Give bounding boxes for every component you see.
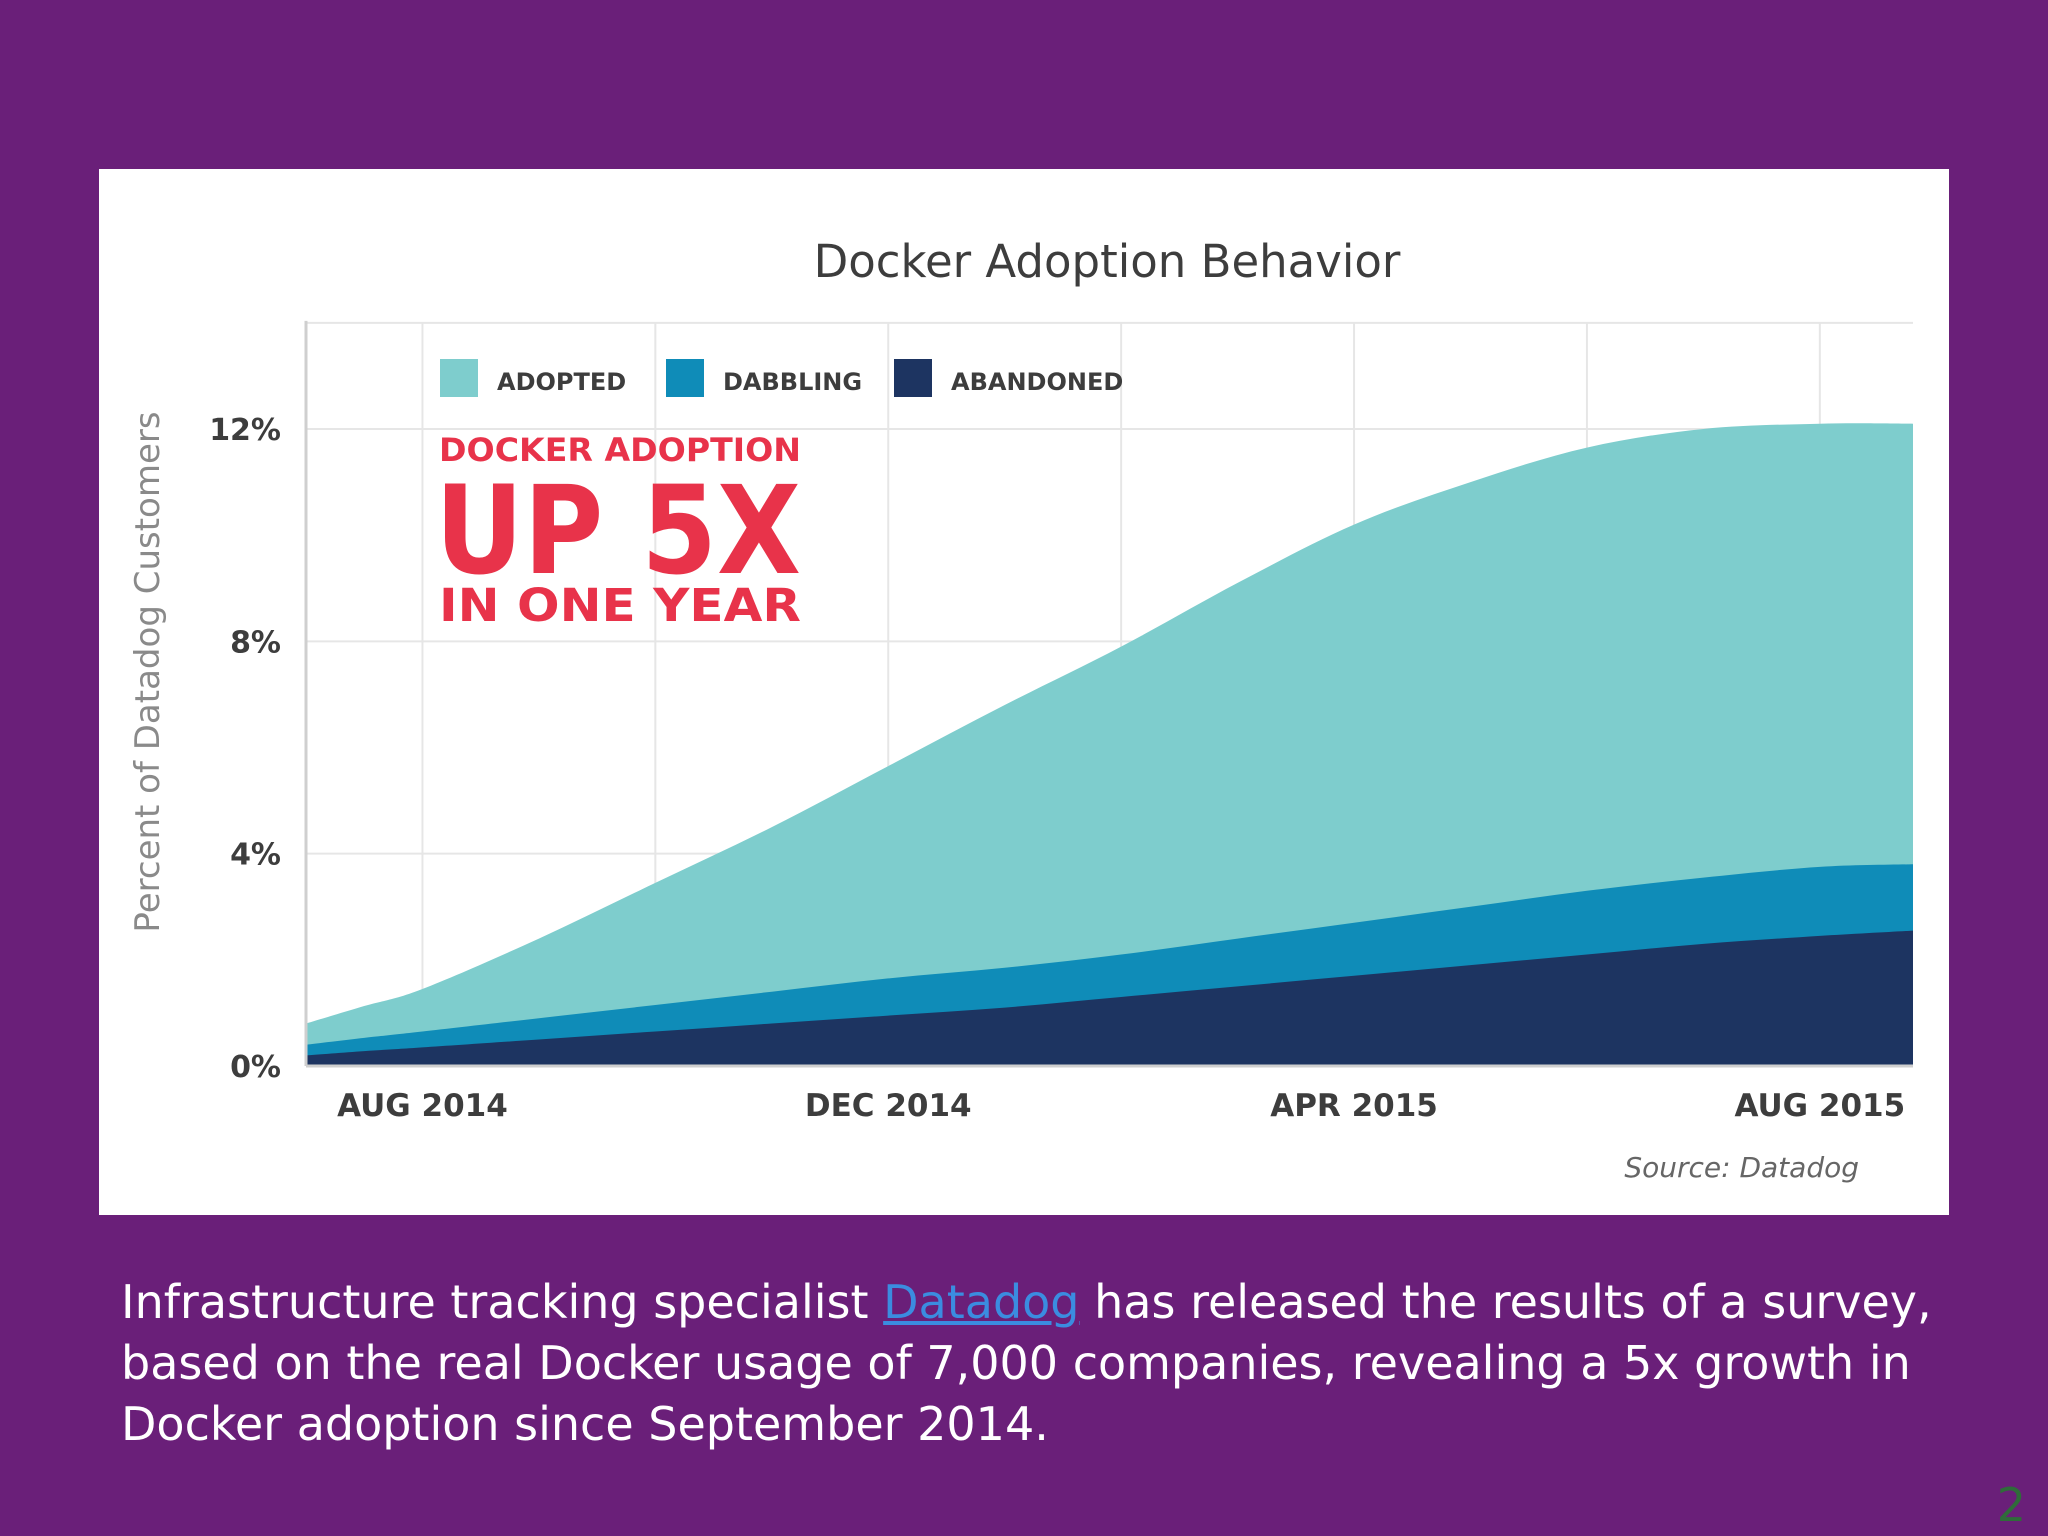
- legend-label: ADOPTED: [497, 368, 626, 396]
- chart-title: Docker Adoption Behavior: [814, 235, 1401, 288]
- legend-label: DABBLING: [723, 368, 862, 396]
- axes: 0% 4% 8% 12% AUG 2014 DEC 2014 APR 2015 AUG 201…: [209, 320, 1913, 1124]
- legend-item-dabbling: DABBLING: [666, 359, 862, 397]
- y-tick-label: 12%: [209, 413, 281, 448]
- annotation-line-1: DOCKER ADOPTION: [439, 431, 801, 469]
- x-tick-label: APR 2015: [1270, 1088, 1438, 1124]
- legend-swatch: [894, 359, 932, 397]
- caption-text-end: has released the results of a survey, ba…: [121, 1275, 1932, 1451]
- x-tick-label: AUG 2015: [1734, 1088, 1905, 1124]
- legend-swatch: [440, 359, 478, 397]
- x-tick-label: AUG 2014: [337, 1088, 508, 1124]
- source-note: Source: Datadog: [1624, 1151, 1859, 1184]
- legend-item-adopted: ADOPTED: [440, 359, 626, 397]
- grid: [306, 321, 1913, 1067]
- chart-card: 0% 4% 8% 12% AUG 2014 DEC 2014 APR 2015 AUG 201…: [99, 169, 1949, 1215]
- caption-text-start: Infrastructure tracking specialist: [121, 1275, 884, 1329]
- datadog-link[interactable]: Datadog: [883, 1275, 1080, 1329]
- y-tick-label: 8%: [230, 625, 281, 660]
- page-number: 2: [1996, 1478, 2026, 1532]
- x-tick-label: DEC 2014: [805, 1088, 972, 1124]
- docker-adoption-chart: 0% 4% 8% 12% AUG 2014 DEC 2014 APR 2015 AUG 201…: [128, 235, 1913, 1184]
- slide-caption: Infrastructure tracking specialist Datad…: [121, 1272, 1961, 1455]
- legend-swatch: [666, 359, 704, 397]
- annotation-line-2: UP 5X: [435, 460, 801, 602]
- y-axis-label: Percent of Datadog Customers: [128, 411, 168, 932]
- headline-annotation: DOCKER ADOPTION UP 5X IN ONE YEAR: [435, 431, 801, 632]
- annotation-line-3: IN ONE YEAR: [439, 579, 801, 632]
- legend-item-abandoned: ABANDONED: [894, 359, 1123, 397]
- area-series-abandoned: [306, 930, 1913, 1066]
- y-tick-label: 4%: [230, 838, 281, 873]
- stacked-areas: [306, 423, 1913, 1066]
- y-tick-label: 0%: [230, 1050, 281, 1085]
- legend-label: ABANDONED: [951, 368, 1123, 396]
- legend: ADOPTED DABBLING ABANDONED: [440, 359, 1123, 397]
